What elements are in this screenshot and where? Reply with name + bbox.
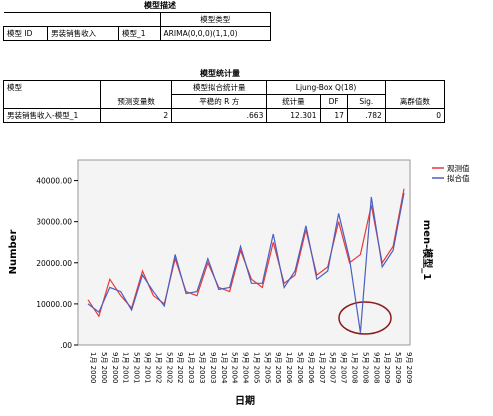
x-tick-label: 5月 2009 (394, 352, 402, 384)
x-tick-label: 9月 2008 (372, 352, 380, 384)
cell: 模型 ID (2, 26, 49, 41)
table-title: 模型统计量 (200, 69, 240, 78)
x-axis-label: 日期 (235, 394, 255, 407)
series-line (87, 192, 405, 333)
x-tick-label: 5月 2000 (100, 352, 108, 384)
cell: ARIMA(0,0,0)(1,1,0) (159, 26, 272, 41)
header: 离群值数 (384, 80, 446, 109)
legend-label: 观测值 (447, 163, 470, 173)
header: 预测变量数 (99, 80, 173, 109)
x-tick-label: 9月 2009 (405, 352, 413, 384)
x-tick-label: 1月 2004 (220, 352, 228, 384)
x-tick-label: 1月 2002 (154, 352, 162, 384)
y-tick-label: 30000.00 (36, 218, 72, 227)
cell: 17 (319, 108, 348, 123)
stats-table: 模型 预测变量数 模型拟合统计量 Ljung-Box Q(18) 离群值数 平稳… (3, 80, 446, 123)
x-tick-label: 1月 2001 (122, 352, 130, 384)
x-tick-label: 1月 2006 (285, 352, 293, 384)
x-tick-label: 5月 2005 (263, 352, 271, 384)
y-tick-label: 10000.00 (36, 300, 72, 309)
x-tick-label: 1月 2007 (318, 352, 326, 384)
table-title: 模型描述 (144, 1, 176, 10)
x-tick-label: 1月 2000 (89, 352, 97, 384)
highlight-circle (338, 301, 392, 335)
y-tick-label: .00 (60, 341, 72, 350)
y-tick-label: 40000.00 (36, 177, 72, 186)
legend-label: 拟合值 (447, 173, 470, 183)
x-tick-label: 5月 2003 (198, 352, 206, 384)
y-axis-label: Number (8, 230, 19, 275)
x-tick-label: 1月 2008 (351, 352, 359, 384)
header: 模型 (3, 80, 101, 109)
x-tick-label: 9月 2001 (143, 352, 151, 384)
x-tick-label: 1月 2009 (383, 352, 391, 384)
side-label: men-模型_1 (421, 220, 434, 280)
x-tick-label: 5月 2007 (329, 352, 337, 384)
model-table: 模型类型 模型 ID 男装销售收入 模型_1 ARIMA(0,0,0)(1,1,0) (2, 12, 272, 41)
x-tick-label: 5月 2006 (296, 352, 304, 384)
x-tick-label: 9月 2006 (307, 352, 315, 384)
x-tick-label: 5月 2008 (361, 352, 369, 384)
y-tick-label: 20000.00 (36, 259, 72, 268)
x-tick-label: 5月 2004 (231, 352, 239, 384)
x-tick-label: 9月 2004 (242, 352, 250, 384)
x-tick-label: 9月 2003 (209, 352, 217, 384)
x-tick-label: 1月 2005 (252, 352, 260, 384)
x-tick-label: 9月 2007 (340, 352, 348, 384)
x-tick-label: 1月 2003 (187, 352, 195, 384)
x-tick-label: 5月 2001 (133, 352, 141, 384)
x-tick-label: 9月 2005 (274, 352, 282, 384)
x-tick-label: 9月 2000 (111, 352, 119, 384)
cell: 男装销售收入 (47, 26, 119, 41)
cell: 0 (384, 108, 446, 123)
cell: 2 (99, 108, 173, 123)
x-tick-label: 5月 2002 (165, 352, 173, 384)
x-tick-label: 9月 2002 (176, 352, 184, 384)
plot-area (77, 159, 411, 346)
